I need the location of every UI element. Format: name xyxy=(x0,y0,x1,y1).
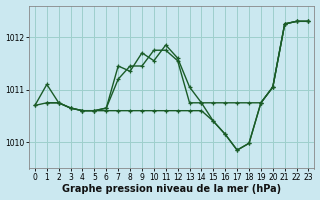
X-axis label: Graphe pression niveau de la mer (hPa): Graphe pression niveau de la mer (hPa) xyxy=(62,184,281,194)
